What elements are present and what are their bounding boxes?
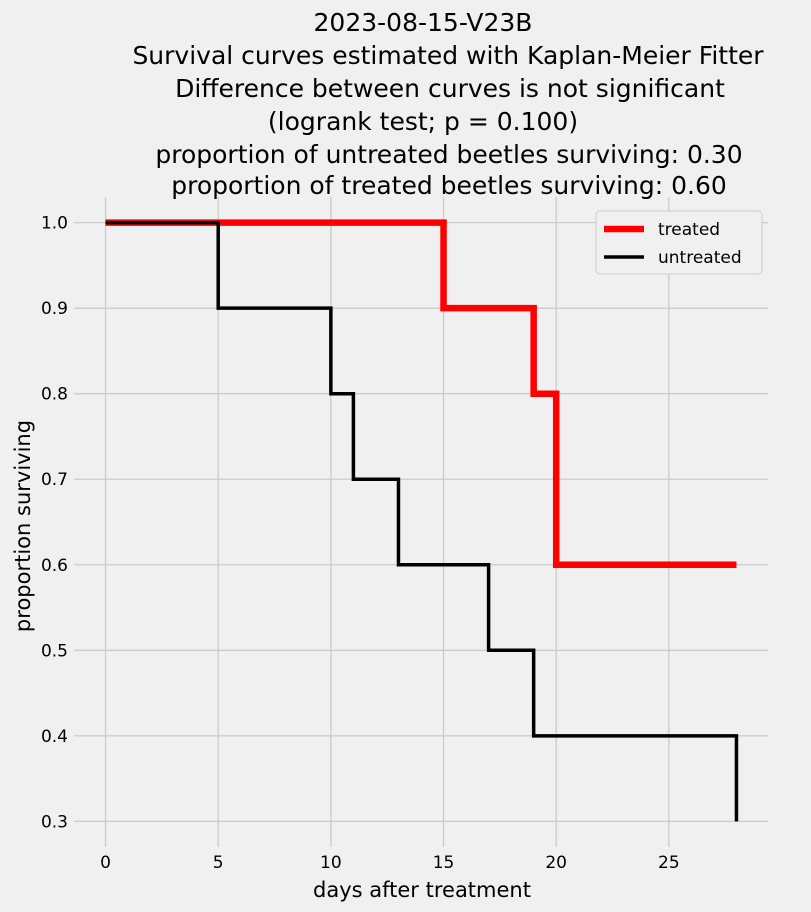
title-line-6: proportion of treated beetles surviving:… bbox=[171, 171, 727, 200]
y-tick-label: 0.5 bbox=[41, 641, 68, 661]
x-tick-label: 0 bbox=[100, 853, 111, 873]
series-untreated-line bbox=[105, 220, 739, 822]
title-line-3: Difference between curves is not signifi… bbox=[175, 74, 725, 103]
plot-area bbox=[105, 219, 739, 822]
x-tick-label: 15 bbox=[433, 853, 455, 873]
title-line-5: proportion of untreated beetles survivin… bbox=[155, 140, 742, 169]
y-axis-ticks: 0.3 0.4 0.5 0.6 0.7 0.8 0.9 1.0 bbox=[41, 214, 68, 833]
title-line-2: Survival curves estimated with Kaplan-Me… bbox=[132, 41, 764, 70]
x-tick-label: 10 bbox=[320, 853, 342, 873]
title-line-1: 2023-08-15-V23B bbox=[314, 8, 533, 37]
x-axis-ticks: 0 5 10 15 20 25 bbox=[100, 853, 680, 873]
x-tick-label: 25 bbox=[658, 853, 680, 873]
y-tick-label: 0.9 bbox=[41, 299, 68, 319]
y-tick-label: 1.0 bbox=[41, 214, 68, 234]
chart-title: 2023-08-15-V23B Survival curves estimated… bbox=[132, 8, 764, 200]
y-tick-label: 0.6 bbox=[41, 556, 68, 576]
grid-lines bbox=[74, 197, 768, 847]
y-tick-label: 0.3 bbox=[41, 812, 68, 832]
y-axis-label: proportion surviving bbox=[11, 420, 35, 632]
title-line-4: (logrank test; p = 0.100) bbox=[268, 107, 578, 136]
legend-label-untreated: untreated bbox=[658, 248, 742, 268]
x-axis-label: days after treatment bbox=[313, 878, 531, 902]
y-tick-label: 0.4 bbox=[41, 727, 68, 747]
y-tick-label: 0.8 bbox=[41, 385, 68, 405]
x-tick-label: 5 bbox=[213, 853, 224, 873]
legend: treated untreated bbox=[595, 210, 763, 275]
x-tick-label: 20 bbox=[545, 853, 567, 873]
series-treated-line bbox=[105, 219, 737, 569]
y-tick-label: 0.7 bbox=[41, 470, 68, 490]
legend-label-treated: treated bbox=[658, 220, 720, 240]
